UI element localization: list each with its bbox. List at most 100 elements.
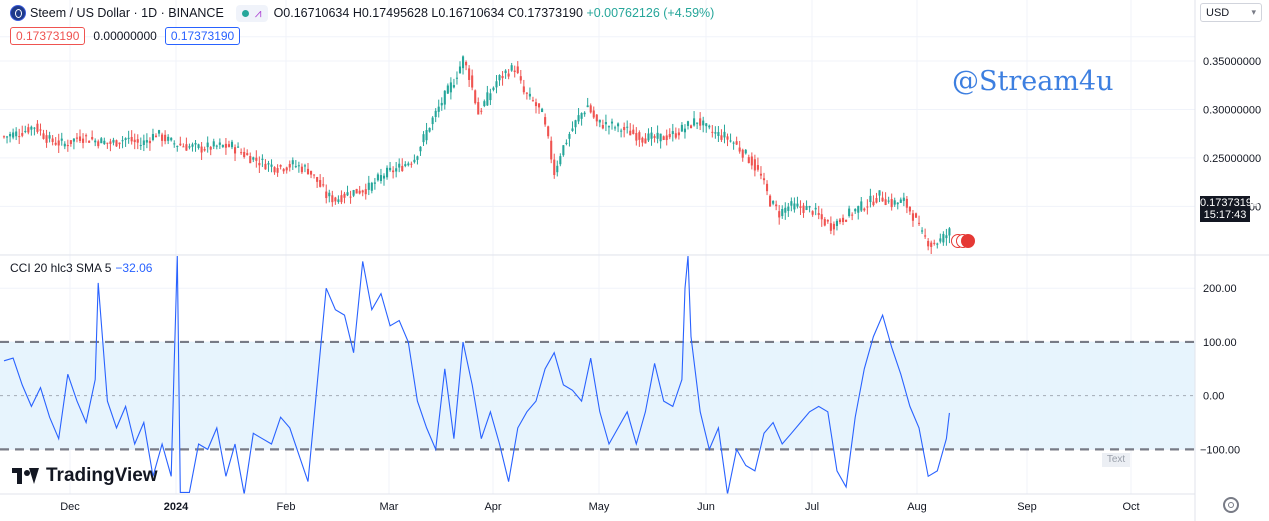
candle-body [644,138,647,144]
tradingview-logo[interactable]: TradingView [12,465,158,487]
candle-body [443,90,446,105]
candle-body [531,100,535,102]
candle-body [389,167,392,171]
low-value: L0.16710634 [431,6,505,20]
candle-body [267,163,270,165]
candle-body [820,214,823,220]
candle-body [580,113,583,119]
us-flag-icon[interactable] [951,234,975,250]
candle-body [556,165,559,173]
candle-body [607,126,611,128]
cci-tick-label: −100.00 [1200,444,1240,456]
high-value: H0.17495628 [352,6,428,20]
candle-body [516,66,519,74]
candle-body [741,149,744,158]
candle-body [294,166,297,168]
candle-body [452,85,455,88]
candle-body [914,213,918,218]
candle-body [838,219,842,223]
candle-body [598,119,601,123]
candle-body [358,190,361,194]
sell-price-box[interactable]: 0.17373190 [10,27,86,45]
candle-body [51,138,54,142]
candle-body [653,136,656,138]
candle-body [674,133,677,138]
candle-body [939,238,942,242]
candle-body [264,163,267,170]
candle-body [866,206,869,208]
candle-body [835,220,839,226]
time-tick-label: May [589,501,610,513]
candle-body [279,165,282,167]
candle-body [577,115,580,122]
cci-current-value: −32.06 [115,261,153,275]
candle-body [656,132,659,139]
candle-body [604,122,607,125]
candle-body [94,140,97,143]
candle-body [501,75,504,79]
currency-select[interactable]: USD ▾ [1200,3,1262,22]
candle-body [240,152,243,154]
cci-legend[interactable]: CCI 20 hlc3 SMA 5 −32.06 [10,261,152,275]
candle-body [477,102,480,115]
candle-body [495,81,498,88]
buy-price-box[interactable]: 0.17373190 [164,27,241,45]
candle-body [133,139,136,143]
candle-body [717,131,720,136]
candle-body [121,140,124,142]
chevron-down-icon: ▾ [1251,7,1256,17]
candle-body [513,70,516,72]
symbol-title[interactable]: Steem / US Dollar · 1D · BINANCE [30,6,224,20]
candle-body [699,118,702,126]
candle-body [413,159,416,163]
candle-body [650,132,653,139]
candle-body [829,223,832,231]
candle-body [817,213,820,215]
candle-body [185,144,188,151]
candle-body [781,208,784,217]
candle-body [30,126,33,130]
candle-body [203,149,206,151]
candle-body [42,133,45,139]
candle-body [635,133,638,141]
candle-body [899,199,902,203]
candle-body [422,134,425,143]
time-tick-label: Jul [805,501,819,513]
candle-body [221,145,224,147]
candle-body [130,136,133,142]
candle-body [206,142,209,148]
open-value: O0.16710634 [273,6,350,20]
candle-body [832,223,835,230]
candle-body [5,136,9,138]
cci-line [3,255,950,495]
time-tick-label: Sep [1017,501,1037,513]
candle-body [224,143,227,148]
candle-body [534,102,538,107]
candle-body [893,200,896,205]
candle-body [361,190,364,193]
currency-label: USD [1206,6,1230,19]
candle-body [629,130,632,136]
text-button[interactable]: Text [1102,453,1130,467]
candle-body [486,92,489,106]
candle-body [297,165,300,167]
candle-body [401,165,404,171]
candle-body [945,235,948,239]
watermark-text: @Stream4u [952,66,1114,97]
candle-body [689,125,693,129]
candle-body [446,85,449,94]
candle-body [440,102,443,106]
market-status-pill[interactable]: ⩘ [235,4,268,22]
candle-body [863,208,866,211]
candle-body [75,137,79,139]
candle-body [613,127,617,129]
candle-body [291,160,294,165]
candle-body [145,140,148,143]
candle-body [167,136,170,141]
vs-icon: ⩘ [254,5,262,20]
candle-body [647,133,650,141]
candle-body [100,138,103,144]
candle-body [407,163,410,166]
candle-body [936,243,939,245]
gear-icon[interactable] [1223,497,1239,513]
